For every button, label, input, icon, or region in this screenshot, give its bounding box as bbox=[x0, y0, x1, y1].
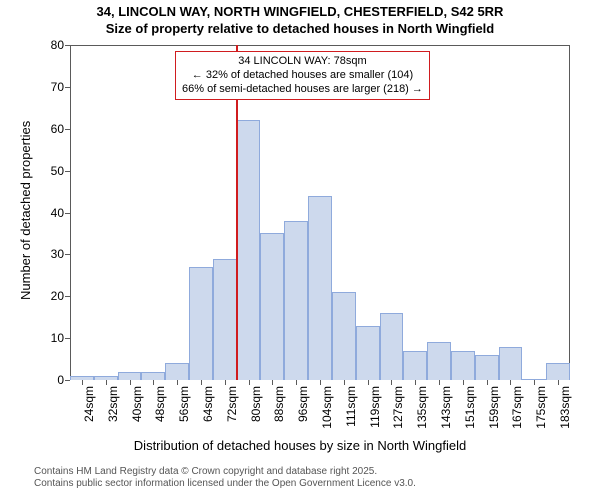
bar bbox=[165, 363, 189, 380]
xtick-label: 24sqm bbox=[82, 386, 96, 422]
plot-area: 0102030405060708024sqm32sqm40sqm48sqm56s… bbox=[70, 45, 570, 380]
bar bbox=[141, 372, 165, 380]
bar bbox=[546, 363, 570, 380]
annotation-line3: 66% of semi-detached houses are larger (… bbox=[182, 83, 423, 97]
bar bbox=[403, 351, 427, 380]
xtick-label: 143sqm bbox=[439, 386, 453, 429]
bar bbox=[356, 326, 380, 380]
xtick-label: 167sqm bbox=[510, 386, 524, 429]
xtick-label: 104sqm bbox=[320, 386, 334, 429]
bar bbox=[118, 372, 142, 380]
xtick-label: 127sqm bbox=[391, 386, 405, 429]
x-axis-label: Distribution of detached houses by size … bbox=[0, 438, 600, 453]
xtick-label: 96sqm bbox=[296, 386, 310, 422]
xtick-label: 151sqm bbox=[463, 386, 477, 429]
xtick-label: 32sqm bbox=[106, 386, 120, 422]
chart-title-line1: 34, LINCOLN WAY, NORTH WINGFIELD, CHESTE… bbox=[0, 4, 600, 19]
xtick-label: 40sqm bbox=[130, 386, 144, 422]
chart-title-line2: Size of property relative to detached ho… bbox=[0, 21, 600, 36]
xtick-label: 56sqm bbox=[177, 386, 191, 422]
annotation-box: 34 LINCOLN WAY: 78sqm← 32% of detached h… bbox=[175, 51, 430, 100]
bar bbox=[475, 355, 499, 380]
xtick-label: 64sqm bbox=[201, 386, 215, 422]
xtick-label: 111sqm bbox=[344, 386, 358, 427]
bar bbox=[189, 267, 213, 380]
bar bbox=[284, 221, 308, 380]
bar bbox=[308, 196, 332, 380]
bar bbox=[332, 292, 356, 380]
annotation-line2: ← 32% of detached houses are smaller (10… bbox=[182, 69, 423, 83]
xtick-label: 72sqm bbox=[225, 386, 239, 422]
footer-line1: Contains HM Land Registry data © Crown c… bbox=[34, 466, 416, 478]
y-axis-label: Number of detached properties bbox=[18, 121, 33, 300]
footer-attribution: Contains HM Land Registry data © Crown c… bbox=[34, 466, 416, 490]
xtick-label: 183sqm bbox=[558, 386, 572, 429]
bar bbox=[427, 342, 451, 380]
bar bbox=[237, 120, 261, 380]
xtick-label: 80sqm bbox=[249, 386, 263, 422]
bar bbox=[213, 259, 237, 380]
annotation-line1: 34 LINCOLN WAY: 78sqm bbox=[182, 55, 423, 69]
chart-container: 34, LINCOLN WAY, NORTH WINGFIELD, CHESTE… bbox=[0, 0, 600, 500]
bar bbox=[451, 351, 475, 380]
xtick-label: 48sqm bbox=[153, 386, 167, 422]
bar bbox=[380, 313, 404, 380]
xtick-label: 135sqm bbox=[415, 386, 429, 429]
xtick-label: 88sqm bbox=[272, 386, 286, 422]
xtick-label: 119sqm bbox=[368, 386, 382, 428]
xtick-label: 175sqm bbox=[534, 386, 548, 429]
footer-line2: Contains public sector information licen… bbox=[34, 478, 416, 490]
bar bbox=[260, 233, 284, 380]
bar bbox=[499, 347, 523, 381]
xtick-label: 159sqm bbox=[487, 386, 501, 429]
